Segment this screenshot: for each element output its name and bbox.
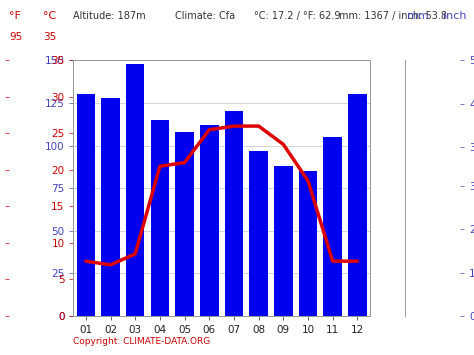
Text: inch: inch: [443, 11, 467, 21]
Bar: [126, 64, 145, 316]
Bar: [348, 94, 366, 316]
Text: 95: 95: [9, 32, 23, 42]
Text: Climate: Cfa: Climate: Cfa: [175, 11, 236, 21]
Bar: [225, 111, 243, 316]
Text: mm: mm: [407, 11, 428, 21]
Bar: [77, 94, 95, 316]
Bar: [299, 171, 317, 316]
Bar: [175, 132, 194, 316]
Bar: [274, 166, 292, 316]
Bar: [200, 125, 219, 316]
Text: °C: °C: [43, 11, 56, 21]
Bar: [323, 137, 342, 316]
Text: Altitude: 187m: Altitude: 187m: [73, 11, 146, 21]
Text: °F: °F: [9, 11, 21, 21]
Bar: [101, 98, 120, 316]
Text: mm: 1367 / inch: 53.8: mm: 1367 / inch: 53.8: [339, 11, 447, 21]
Text: °C: 17.2 / °F: 62.9: °C: 17.2 / °F: 62.9: [254, 11, 340, 21]
Bar: [249, 151, 268, 316]
Bar: [151, 120, 169, 316]
Text: Copyright: CLIMATE-DATA.ORG: Copyright: CLIMATE-DATA.ORG: [73, 337, 211, 346]
Text: 35: 35: [43, 32, 56, 42]
